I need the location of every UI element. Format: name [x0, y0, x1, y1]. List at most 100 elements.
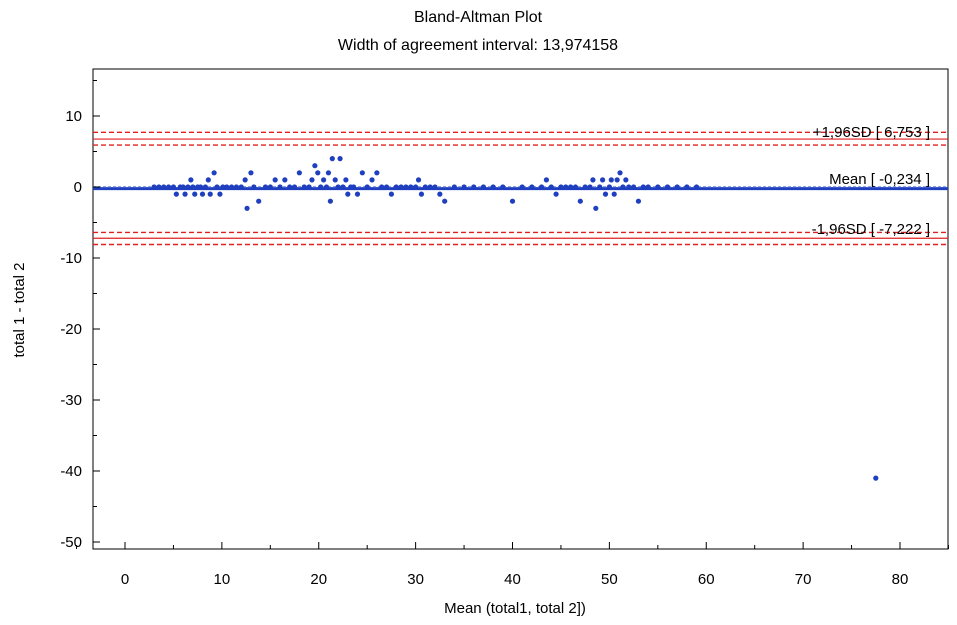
data-point	[873, 475, 879, 481]
data-point	[593, 205, 599, 211]
data-point	[626, 184, 632, 190]
data-point	[207, 191, 213, 197]
data-point	[359, 170, 365, 176]
y-tick-label: -10	[60, 250, 82, 267]
x-tick-label: 10	[214, 571, 231, 588]
data-point	[320, 177, 327, 183]
data-point	[233, 184, 240, 190]
data-point	[224, 184, 230, 190]
data-point	[351, 184, 357, 190]
data-point	[568, 184, 574, 190]
data-point	[165, 184, 172, 190]
data-point	[170, 184, 177, 190]
data-point	[337, 156, 343, 162]
x-axis-label: Mean (total1, total 2])	[444, 600, 586, 617]
data-point	[301, 184, 307, 190]
data-point	[543, 177, 550, 183]
data-point	[197, 184, 204, 190]
y-tick-label: 10	[65, 108, 82, 125]
data-point	[538, 184, 545, 190]
data-point	[379, 184, 385, 190]
y-tick-label: 0	[74, 179, 82, 196]
y-tick-label: -40	[60, 463, 82, 480]
data-point	[623, 177, 629, 183]
data-point	[620, 184, 626, 190]
x-tick-label: 20	[310, 571, 327, 588]
data-point	[296, 170, 302, 176]
x-tick-label: 50	[601, 571, 618, 588]
data-point	[199, 191, 206, 197]
data-points	[151, 156, 879, 481]
data-point	[599, 177, 606, 183]
data-point	[529, 184, 535, 190]
data-point	[345, 191, 351, 197]
data-point	[558, 184, 564, 190]
y-axis-label: total 1 - total 2	[11, 262, 28, 357]
data-point	[415, 177, 422, 183]
data-point	[393, 184, 399, 190]
data-point	[553, 191, 559, 197]
x-tick-label: 60	[698, 571, 715, 588]
data-point	[418, 191, 425, 197]
data-point	[312, 163, 318, 169]
y-axis: 10 0 -10 -20 -30 -40 -50	[60, 80, 100, 551]
x-axis: 0 10 20 30 40 50 60 70 80	[76, 542, 949, 588]
data-point	[548, 184, 554, 190]
data-point	[617, 170, 623, 176]
data-point	[287, 184, 293, 190]
data-point	[211, 170, 217, 176]
data-point	[480, 184, 487, 190]
data-point	[282, 177, 288, 183]
data-point	[340, 184, 346, 190]
data-point	[182, 191, 188, 197]
mean-line-label: Mean [ -0,234 ]	[829, 171, 930, 188]
data-point	[323, 184, 330, 190]
chart-subtitle: Width of agreement interval: 13,974158	[338, 37, 618, 54]
data-point	[664, 184, 671, 190]
data-point	[309, 177, 315, 183]
data-point	[413, 184, 419, 190]
data-point	[383, 184, 390, 190]
data-point	[238, 184, 244, 190]
data-point	[614, 177, 620, 183]
data-point	[582, 184, 588, 190]
data-point	[437, 191, 443, 197]
data-point	[490, 184, 496, 190]
data-point	[151, 184, 157, 190]
x-tick-label: 40	[504, 571, 521, 588]
data-point	[611, 191, 617, 197]
data-point	[635, 198, 642, 204]
data-point	[587, 184, 593, 190]
data-point	[519, 184, 525, 190]
data-point	[398, 184, 404, 190]
data-point	[251, 184, 257, 190]
x-tick-label: 0	[121, 571, 129, 588]
data-point	[335, 184, 341, 190]
data-point	[192, 191, 198, 197]
data-point	[291, 184, 298, 190]
upper-limit-label: +1,96SD [ 6,753 ]	[813, 124, 930, 141]
data-point	[422, 184, 428, 190]
data-point	[674, 184, 680, 190]
data-point	[306, 184, 312, 190]
data-point	[315, 170, 321, 176]
data-point	[563, 184, 569, 190]
data-point	[640, 184, 646, 190]
data-point	[180, 184, 186, 190]
data-point	[325, 170, 332, 176]
data-point	[185, 184, 191, 190]
plot-area-frame	[92, 68, 949, 550]
y-tick-label: -30	[60, 392, 82, 409]
x-tick-label: 80	[892, 571, 909, 588]
data-point	[577, 198, 583, 204]
data-point	[214, 184, 220, 190]
data-point	[161, 184, 167, 190]
data-point	[256, 198, 262, 204]
data-point	[332, 177, 338, 183]
data-point	[461, 184, 467, 190]
data-point	[205, 177, 211, 183]
data-point	[684, 184, 690, 190]
data-point	[242, 177, 248, 183]
lower-limit-label: -1,96SD [ -7,222 ]	[812, 221, 930, 238]
data-point	[267, 184, 273, 190]
